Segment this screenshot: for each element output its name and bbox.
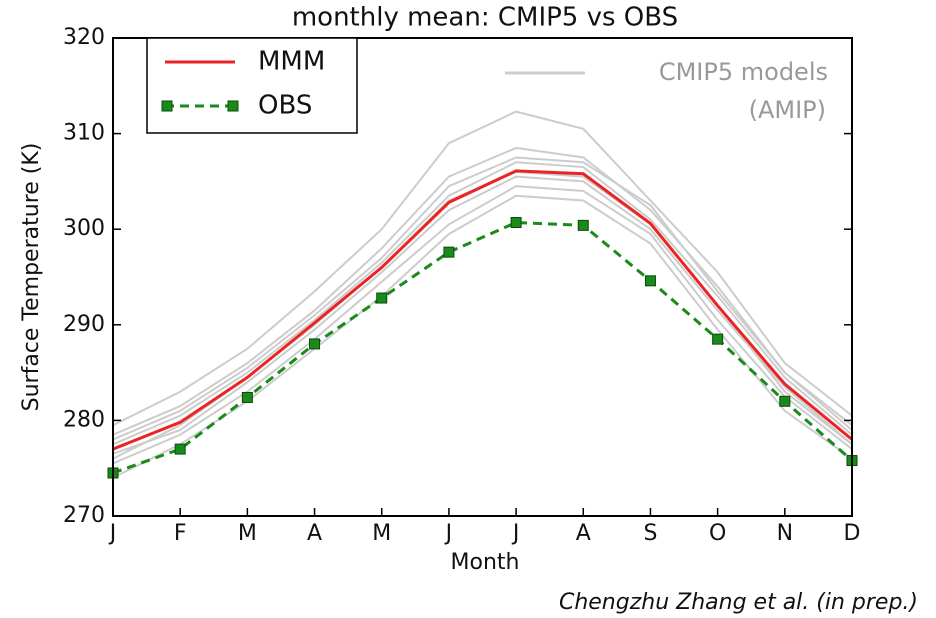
y-axis-label: Surface Temperature (K) [19,143,44,412]
marker [174,443,186,455]
plot-frame [112,37,853,517]
model-line [112,161,853,446]
x-tick-label: M [238,521,257,546]
x-tick-label: S [643,521,657,546]
legend-label: MMM [258,47,325,77]
x-axis-label: Month [451,550,520,575]
model-line [112,185,853,465]
y-tick-label: 300 [63,216,105,241]
legend-label: OBS [258,91,312,121]
legend-marker [227,100,239,112]
x-tick-label: O [709,521,726,546]
marker [241,391,253,403]
series-line [112,220,853,475]
marker [443,246,455,258]
model-line [112,194,853,479]
y-tick-label: 280 [63,407,105,432]
y-tick-label: 270 [63,503,105,528]
legend-note: (AMIP) [749,96,826,124]
model-line [112,175,853,455]
x-tick-label: J [444,521,453,546]
marker [309,338,321,350]
legend: MMM OBS [146,37,358,134]
marker [577,219,589,231]
x-tick-label: A [307,521,322,546]
marker [376,292,388,304]
marker [644,275,656,287]
x-tick-label: F [174,521,187,546]
caption: Chengzhu Zhang et al. (in prep.) [559,590,918,615]
model-line [112,110,853,427]
model-line [112,146,853,436]
legend-marker [161,100,173,112]
x-tick-label: A [576,521,591,546]
y-tick-label: 320 [63,25,105,50]
marker [779,395,791,407]
x-tick-label: J [108,521,117,546]
y-tick-label: 310 [63,121,105,146]
plot-area [107,110,858,479]
x-tick-label: D [844,521,861,546]
legend-box [146,37,358,134]
legend-label: CMIP5 models [659,58,828,86]
y-tick-label: 290 [63,312,105,337]
marker [712,333,724,345]
x-tick-label: J [511,521,520,546]
x-tick-label: N [777,521,793,546]
marker [510,217,522,229]
model-line [112,156,853,441]
x-tick-label: M [372,521,391,546]
series-line [112,169,853,451]
chart-title: monthly mean: CMIP5 vs OBS [292,3,678,33]
